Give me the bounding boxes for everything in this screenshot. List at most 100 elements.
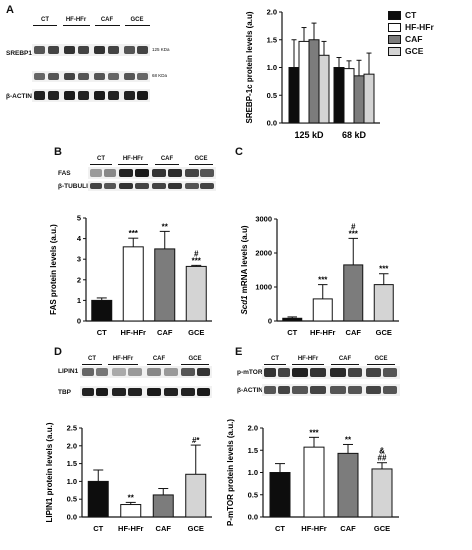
blot-row-label: β-TUBULIN <box>58 183 93 190</box>
blot-group-label: GCE <box>374 356 388 362</box>
x-tick-label: CT <box>93 524 103 533</box>
significance-marker: *** <box>318 276 328 285</box>
legend-item-caf: CAF <box>388 34 422 44</box>
bar <box>371 468 393 518</box>
y-tick-label: 0 <box>77 317 81 326</box>
y-tick-label: 2.5 <box>67 424 77 433</box>
legend-label: CT <box>405 10 417 20</box>
blot-group-label: GCE <box>194 156 208 162</box>
blot-group-label: HF-HFr <box>122 156 144 162</box>
significance-marker: *** <box>192 256 202 265</box>
y-tick-label: 0.5 <box>267 91 277 100</box>
blot-strip <box>262 384 400 396</box>
significance-marker: ## <box>378 454 387 463</box>
y-tick-label: 2000 <box>255 249 272 258</box>
group-underline <box>155 164 179 165</box>
blot-strip <box>262 366 400 379</box>
group-underline <box>33 25 57 26</box>
y-axis-label: SREBP-1c protein levels (a.u) <box>245 11 254 123</box>
y-tick-label: 1.5 <box>67 459 77 468</box>
x-tick-label: CT <box>275 524 285 533</box>
blot-row-label: β-ACTIN <box>6 93 32 100</box>
group-underline <box>63 25 90 26</box>
blot-strip <box>80 366 212 378</box>
y-tick-label: 1.0 <box>67 477 77 486</box>
blot-strip <box>88 167 216 179</box>
x-tick-label: 68 kD <box>342 130 367 140</box>
bar <box>87 480 109 518</box>
bar <box>312 298 333 322</box>
blot-row-label: SREBP1c <box>6 50 36 57</box>
group-underline <box>181 364 209 365</box>
significance-marker: *** <box>349 229 359 238</box>
blot-group-label: HF-HFr <box>65 17 87 23</box>
blot-row-label: β-ACTIN <box>237 387 263 394</box>
bar <box>373 284 394 322</box>
significance-marker: ** <box>128 493 135 502</box>
blot-strip <box>32 89 150 102</box>
blot-row-label: TBP <box>58 389 71 396</box>
significance-marker: *** <box>379 265 389 274</box>
blot-group-label: CAF <box>338 356 352 362</box>
kda-label: 125 KDa <box>152 47 170 52</box>
bar <box>318 54 330 124</box>
kda-label: 68 KDa <box>152 73 168 78</box>
group-underline <box>264 364 286 365</box>
bar <box>337 452 359 518</box>
significance-marker: # <box>194 249 199 258</box>
bar <box>185 473 207 518</box>
x-tick-label: GCE <box>374 524 390 533</box>
blot-strip <box>32 71 150 82</box>
x-tick-label: CT <box>97 328 107 337</box>
blot-group-label: HF-HFr <box>297 356 319 362</box>
y-axis-label: LIPIN1 protein levels (a.u.) <box>45 422 54 522</box>
x-tick-label: GCE <box>376 328 392 337</box>
bar <box>303 446 325 518</box>
blot-group-label: CAF <box>152 356 166 362</box>
bar <box>282 317 303 322</box>
x-tick-label: HF-HFr <box>118 524 143 533</box>
y-tick-label: 0.5 <box>248 490 258 499</box>
y-tick-label: 3 <box>77 255 81 264</box>
y-tick-label: 0.0 <box>67 513 77 522</box>
legend-item-ct: CT <box>388 10 416 20</box>
panel-label-d: D <box>54 346 62 358</box>
y-axis-label: Scd1 mRNA levels (a.u) <box>240 225 249 314</box>
y-tick-label: 1.0 <box>248 468 258 477</box>
x-tick-label: HF-HFr <box>310 328 335 337</box>
blot-group-label: CT <box>271 356 279 362</box>
y-tick-label: 1000 <box>255 283 272 292</box>
blot-strip <box>80 386 212 398</box>
group-underline <box>82 364 102 365</box>
blot-group-label: GCE <box>130 17 144 23</box>
legend-label: HF-HFr <box>405 22 434 32</box>
blot-group-label: CT <box>88 356 96 362</box>
significance-marker: # <box>351 222 356 231</box>
bar <box>154 248 176 322</box>
y-tick-label: 2.0 <box>67 441 77 450</box>
y-axis-label: P-mTOR protein levels (a.u.) <box>226 419 235 526</box>
x-tick-label: CT <box>287 328 297 337</box>
blot-group-label: CT <box>97 156 105 162</box>
bar <box>269 472 291 518</box>
x-tick-label: CAF <box>157 328 173 337</box>
y-axis-label-rest: mRNA levels (a.u) <box>240 225 249 295</box>
legend-label: GCE <box>405 46 424 56</box>
blot-group-label: HF-HFr <box>112 356 134 362</box>
bar <box>122 246 144 322</box>
blot-row-label: FAS <box>58 170 71 177</box>
blot-row-label: p-mTOR <box>237 369 263 376</box>
blot-group-label: CT <box>41 17 49 23</box>
group-underline <box>90 164 112 165</box>
blot-group-label: CAF <box>100 17 114 23</box>
panel-label-e: E <box>235 346 243 358</box>
blot-group-label: GCE <box>188 356 202 362</box>
x-tick-label: CAF <box>346 328 362 337</box>
panel-label-b: B <box>54 146 62 158</box>
group-underline <box>189 164 213 165</box>
legend-swatch <box>388 46 401 56</box>
bar <box>120 504 142 518</box>
y-tick-label: 4 <box>77 234 82 243</box>
